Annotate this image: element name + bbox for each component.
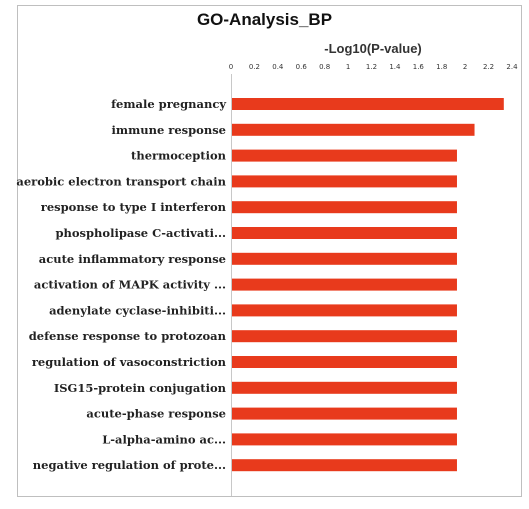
bar <box>232 201 457 214</box>
x-tick-label: 1 <box>346 63 350 71</box>
x-tick-label: 1.8 <box>436 63 447 71</box>
category-label: activation of MAPK activity ... <box>34 278 226 292</box>
x-tick-label: 1.4 <box>389 63 401 71</box>
x-tick-label: 0.8 <box>319 63 330 71</box>
bar <box>232 381 457 394</box>
bar <box>232 175 457 188</box>
bar <box>232 330 457 343</box>
bar <box>232 304 457 317</box>
bar <box>232 98 504 110</box>
bar <box>232 252 457 265</box>
category-label: defense response to protozoan <box>29 329 227 343</box>
bar <box>232 433 457 446</box>
category-label: phospholipase C-activati... <box>55 226 226 240</box>
bar <box>232 356 457 368</box>
category-label: regulation of vasoconstriction <box>32 355 227 369</box>
x-tick-label: 0.6 <box>296 63 308 71</box>
x-tick-label: 0.4 <box>272 63 284 71</box>
category-label: aerobic electron transport chain <box>16 174 226 188</box>
x-tick-label: 0.2 <box>249 63 260 71</box>
x-tick-label: 2 <box>463 63 467 71</box>
bar <box>232 123 475 136</box>
category-label: immune response <box>112 123 226 137</box>
category-label: ISG15-protein conjugation <box>54 381 227 395</box>
category-label: thermoception <box>131 149 227 163</box>
bar <box>232 149 457 162</box>
x-tick-label: 0 <box>229 63 233 71</box>
bar <box>232 227 457 239</box>
category-label: response to type I interferon <box>41 200 227 214</box>
chart-title: GO-Analysis_BP <box>196 10 333 29</box>
category-label: acute inflammatory response <box>39 252 226 266</box>
bar <box>232 407 457 420</box>
x-tick-label: 1.2 <box>366 63 377 71</box>
category-label: negative regulation of prote... <box>33 458 226 472</box>
x-tick-label: 2.2 <box>483 63 494 71</box>
category-label: adenylate cyclase-inhibiti... <box>49 303 226 317</box>
bar <box>232 459 457 472</box>
bar <box>232 278 457 291</box>
x-tick-label: 2.4 <box>506 63 518 71</box>
category-label: L-alpha-amino ac... <box>102 432 226 446</box>
x-axis-label: -Log10(P-value) <box>324 41 422 56</box>
x-tick-label: 1.6 <box>413 63 425 71</box>
category-label: acute-phase response <box>86 407 226 421</box>
category-label: female pregnancy <box>111 97 226 111</box>
